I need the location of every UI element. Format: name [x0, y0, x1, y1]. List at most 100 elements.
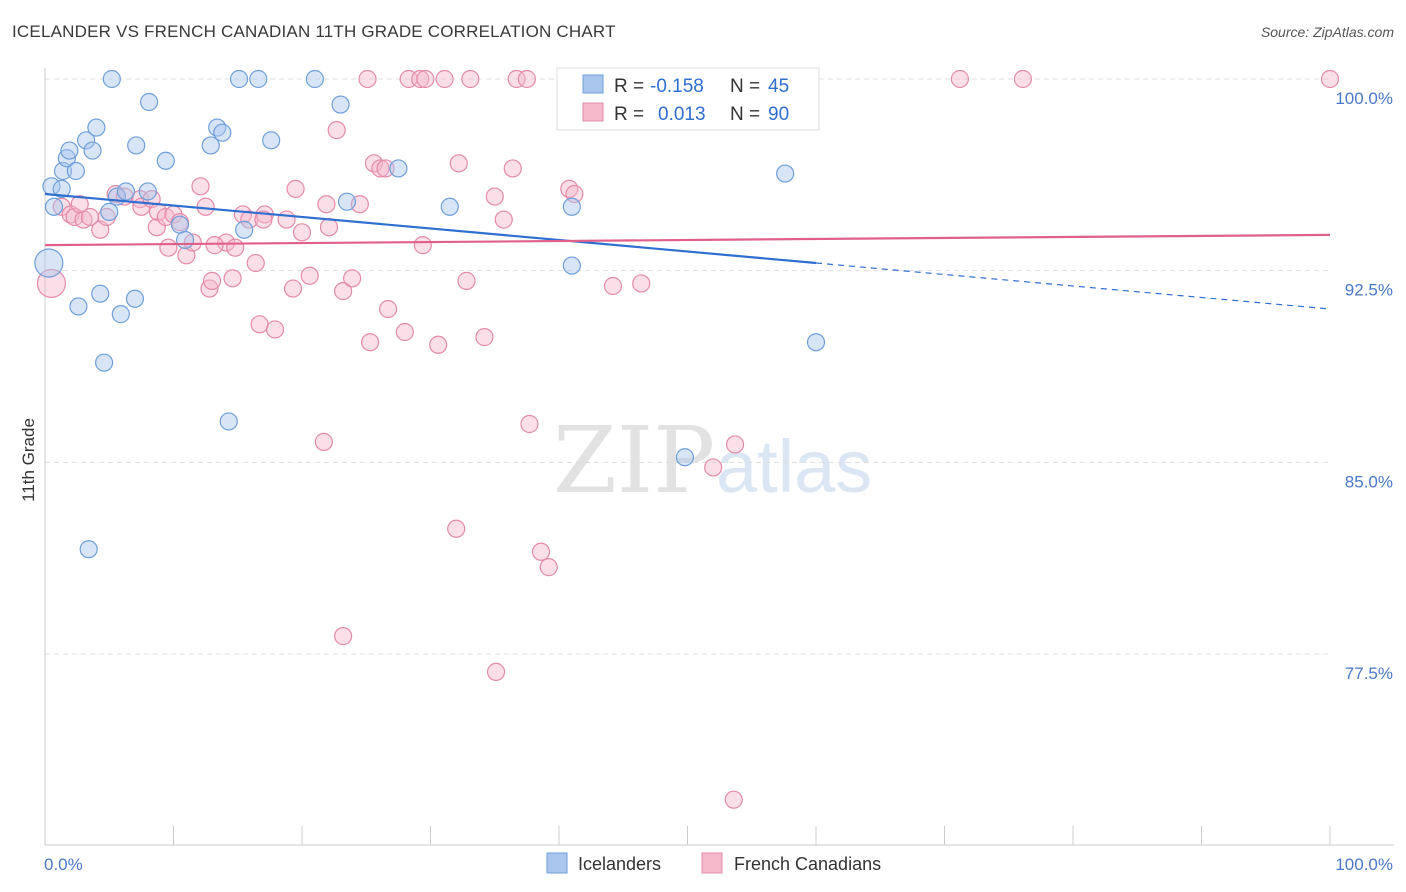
french-canadians-point-43 [334, 282, 353, 301]
icelanders-point-36 [331, 95, 350, 114]
french-canadians-point-40 [317, 195, 336, 214]
french-canadians-point-70 [539, 558, 558, 577]
french-canadians-point-82 [1013, 69, 1032, 89]
y-tick-label-0: 100.0% [1335, 89, 1393, 108]
legend-n-value-1: 45 [768, 76, 789, 97]
icelanders-point-10 [79, 540, 98, 559]
icelanders-point-14 [95, 353, 114, 372]
icelanders-point-37 [337, 192, 357, 211]
french-canadians-point-57 [435, 69, 454, 89]
icelanders-trend-line [44, 192, 817, 265]
french-canadians-point-37 [292, 223, 312, 242]
icelanders-point-25 [170, 215, 190, 234]
legend-swatch-blue [582, 74, 604, 94]
icelanders-point-9 [77, 131, 96, 150]
y-tick-labels: 100.0% 92.5% 85.0% 77.5% [1335, 89, 1393, 683]
gridlines [45, 78, 1330, 655]
y-tick-label-2: 85.0% [1345, 472, 1393, 491]
icelanders-point-44 [806, 333, 826, 352]
icelanders-point-2 [44, 197, 64, 216]
icelanders-point-7 [66, 161, 85, 181]
series-legend: Icelanders French Canadians [546, 852, 881, 874]
french-canadians-point-59 [449, 154, 468, 173]
icelanders-point-24 [156, 151, 175, 170]
french-canadians-point-62 [475, 328, 494, 347]
icelanders-point-6 [60, 141, 79, 160]
bottom-legend-swatch-french-canadians [701, 852, 723, 874]
french-canadians-point-75 [632, 274, 651, 293]
french-canadians-point-38 [300, 266, 319, 285]
french-canadians-point-35 [283, 279, 303, 298]
french-canadians-point-61 [461, 69, 480, 89]
icelanders-point-42 [675, 448, 695, 467]
french-canadians-point-39 [314, 432, 333, 451]
y-tick-label-1: 92.5% [1345, 281, 1393, 300]
french-canadians-point-58 [447, 519, 466, 538]
bottom-legend-french-canadians: French Canadians [734, 854, 881, 874]
french-canadians-point-30 [246, 253, 265, 273]
legend-n-label-2: N = [730, 104, 760, 125]
icelanders-point-26 [175, 230, 195, 250]
watermark-zip: ZIP [553, 407, 715, 514]
french-canadians-point-34 [277, 210, 296, 229]
french-canadians-point-66 [507, 69, 526, 89]
french-canadians-point-50 [378, 299, 398, 319]
x-tick-label-1: 100.0% [1335, 855, 1393, 874]
legend-swatch-pink [582, 102, 604, 122]
trend-lines [44, 192, 1331, 310]
icelanders-trend-extension [815, 262, 1331, 310]
y-axis-label: 11th Grade [19, 418, 38, 502]
icelanders-point-19 [116, 182, 136, 201]
french-canadians-point-53 [411, 69, 430, 89]
french-canadians-point-44 [343, 269, 362, 288]
french-canadians-point-83 [1320, 69, 1340, 89]
icelanders-point-30 [219, 412, 238, 431]
icelanders-point-22 [138, 182, 157, 201]
icelanders-point-29 [213, 123, 232, 142]
french-canadians-point-21 [191, 177, 210, 196]
icelanders-point-13 [91, 284, 110, 303]
icelanders-point-21 [125, 289, 145, 308]
icelanders-point-34 [262, 131, 281, 150]
y-tick-label-3: 77.5% [1345, 664, 1393, 683]
french-canadians-point-51 [395, 322, 414, 342]
french-canadians-point-69 [531, 542, 551, 561]
french-canadians-point-78 [724, 790, 743, 809]
legend-r-value-2: 0.013 [658, 104, 706, 125]
french-canadians-point-79 [725, 435, 745, 454]
icelanders-point-18 [111, 305, 130, 324]
x-tick-labels: 0.0% 100.0% [44, 855, 1393, 874]
icelanders-point-33 [249, 69, 268, 89]
french-canadians-point-68 [520, 414, 539, 434]
icelanders-points [34, 69, 826, 559]
icelanders-point-32 [235, 220, 254, 239]
legend-r-value-1: -0.158 [650, 76, 704, 97]
icelanders-point-8 [69, 297, 88, 316]
legend-r-label-1: R = [614, 76, 644, 97]
french-canadians-point-42 [327, 121, 346, 140]
french-canadians-point-60 [457, 271, 476, 290]
french-canadians-point-73 [603, 276, 623, 296]
icelanders-point-35 [305, 69, 324, 89]
french-canadians-point-24 [202, 271, 222, 290]
french-canadians-point-89 [70, 195, 89, 214]
french-canadians-point-77 [704, 458, 723, 477]
legend-n-label-1: N = [730, 76, 760, 97]
french-canadians-point-56 [429, 335, 448, 354]
french-canadians-point-87 [254, 210, 273, 229]
french-canadians-point-36 [286, 179, 305, 198]
french-canadians-point-49 [371, 159, 390, 178]
french-canadians-point-81 [950, 69, 970, 89]
legend-n-value-2: 90 [768, 104, 789, 125]
french-canadians-point-7 [97, 207, 116, 227]
icelanders-point-40 [562, 197, 581, 216]
french-canadians-point-16 [159, 238, 178, 257]
icelanders-point-23 [139, 92, 159, 112]
chart-source: Source: ZipAtlas.com [1260, 24, 1394, 40]
french-canadians-point-71 [560, 179, 579, 198]
axes [44, 68, 1394, 846]
french-canadians-point-31 [250, 315, 269, 334]
icelanders-point-0 [34, 248, 64, 278]
french-canadians-point-26 [223, 269, 242, 288]
